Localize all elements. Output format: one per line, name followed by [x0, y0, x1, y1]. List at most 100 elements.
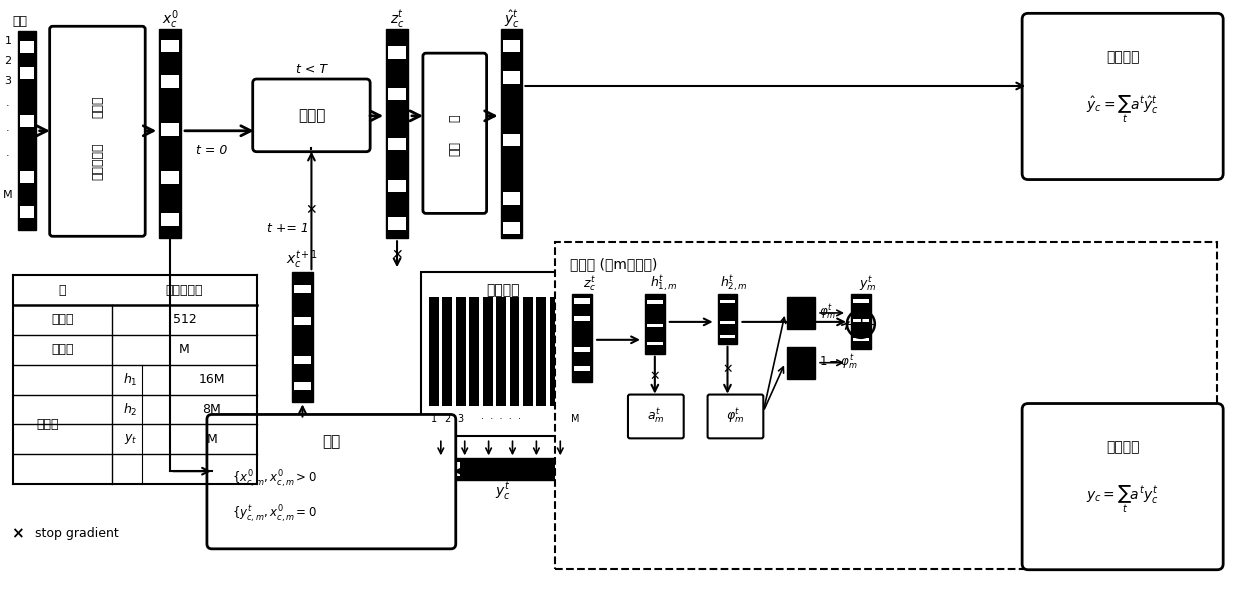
Bar — [20, 67, 33, 79]
FancyBboxPatch shape — [1022, 13, 1223, 179]
FancyBboxPatch shape — [555, 242, 1217, 569]
Bar — [647, 324, 663, 328]
Bar — [294, 318, 311, 325]
Bar — [574, 316, 590, 321]
Text: $h_1$: $h_1$ — [123, 371, 138, 388]
Bar — [388, 180, 406, 193]
Text: 1: 1 — [5, 36, 11, 46]
Text: 填补输出: 填补输出 — [1106, 440, 1140, 454]
Text: 编码器: 编码器 — [51, 313, 74, 327]
Text: M: M — [2, 191, 12, 200]
Text: ·: · — [6, 101, 10, 111]
Text: $\hat{y}_c^t$: $\hat{y}_c^t$ — [503, 9, 519, 30]
Text: 预测阵列: 预测阵列 — [486, 283, 520, 297]
Text: ✕: ✕ — [722, 363, 732, 376]
Bar — [536, 297, 546, 407]
Bar — [424, 458, 582, 480]
Bar — [503, 193, 520, 205]
Bar — [20, 206, 33, 218]
Text: $h_{1,m}^t$: $h_{1,m}^t$ — [649, 274, 678, 294]
Bar — [787, 297, 815, 329]
Text: $y_c^t$: $y_c^t$ — [496, 480, 510, 502]
Text: $y_c = \sum_t a^t y_c^t$: $y_c = \sum_t a^t y_c^t$ — [1087, 483, 1158, 515]
Text: 层: 层 — [58, 283, 67, 297]
Bar — [161, 75, 180, 88]
Bar — [388, 46, 406, 59]
Bar — [787, 347, 815, 379]
FancyBboxPatch shape — [628, 395, 684, 438]
Text: 码器: 码器 — [449, 141, 461, 155]
Bar — [456, 297, 466, 407]
Text: $a_m^t$: $a_m^t$ — [647, 407, 664, 426]
Bar — [294, 285, 311, 293]
Bar — [20, 41, 33, 53]
Bar — [644, 294, 665, 354]
Text: M: M — [571, 414, 580, 425]
Bar — [851, 294, 871, 349]
Bar — [503, 134, 520, 147]
Bar — [574, 366, 590, 371]
Bar — [852, 338, 869, 341]
Text: 编码器: 编码器 — [297, 108, 325, 123]
Text: M: M — [180, 343, 190, 356]
Bar — [523, 297, 533, 407]
Text: $\{x_{c,m}^0, x_{c,m}^0 > 0$: $\{x_{c,m}^0, x_{c,m}^0 > 0$ — [232, 468, 316, 490]
Bar — [503, 39, 520, 52]
Bar — [17, 31, 36, 230]
Bar — [387, 29, 408, 238]
FancyBboxPatch shape — [253, 79, 370, 152]
Bar — [572, 294, 592, 382]
Text: t += 1: t += 1 — [266, 222, 309, 235]
Text: 8M: 8M — [202, 403, 222, 416]
Text: ✕: ✕ — [306, 203, 317, 218]
Text: $x_c^{t+1}$: $x_c^{t+1}$ — [286, 249, 318, 271]
Text: 标准化: 标准化 — [90, 95, 104, 118]
Text: 2: 2 — [4, 56, 11, 66]
Bar — [432, 462, 460, 476]
Text: ✕: ✕ — [392, 248, 403, 262]
Text: M: M — [207, 433, 217, 446]
Bar — [503, 71, 520, 84]
Text: 神经元个数: 神经元个数 — [166, 283, 203, 297]
Text: $z_c^t$: $z_c^t$ — [390, 8, 404, 30]
Bar — [720, 300, 736, 303]
Bar — [503, 222, 520, 234]
Bar — [647, 342, 663, 346]
Text: 3: 3 — [5, 76, 11, 86]
Bar — [720, 335, 736, 338]
Bar — [720, 321, 736, 324]
Bar — [501, 29, 523, 238]
FancyBboxPatch shape — [207, 414, 456, 549]
Bar — [161, 39, 180, 52]
Text: stop gradient: stop gradient — [35, 527, 119, 541]
Bar — [429, 297, 439, 407]
Text: ·: · — [6, 126, 10, 136]
Bar — [470, 297, 479, 407]
Bar — [852, 300, 869, 303]
Text: 预测器 (第m个基因): 预测器 (第m个基因) — [570, 257, 658, 271]
Text: t < T: t < T — [296, 63, 327, 75]
Text: $z_c^t$: $z_c^t$ — [582, 274, 596, 294]
Text: 2: 2 — [444, 414, 451, 425]
Text: +: + — [855, 317, 867, 331]
Bar — [509, 297, 519, 407]
Text: 解: 解 — [449, 115, 461, 122]
FancyBboxPatch shape — [50, 26, 145, 236]
Text: 重建表达: 重建表达 — [1106, 50, 1140, 64]
Text: t = 0: t = 0 — [196, 144, 228, 157]
Bar — [483, 297, 493, 407]
Text: $\hat{y}_c = \sum_t a^t \hat{y}_c^t$: $\hat{y}_c = \sum_t a^t \hat{y}_c^t$ — [1087, 93, 1160, 125]
Bar — [388, 138, 406, 151]
Text: $x_c^0$: $x_c^0$ — [162, 8, 178, 30]
Bar — [161, 123, 180, 136]
Bar — [20, 115, 33, 127]
Text: 解码器: 解码器 — [51, 343, 74, 356]
Bar — [717, 294, 737, 344]
FancyBboxPatch shape — [422, 53, 487, 213]
Text: 1: 1 — [431, 414, 437, 425]
Bar — [852, 319, 869, 322]
Text: 预测器: 预测器 — [36, 418, 59, 431]
FancyBboxPatch shape — [1022, 404, 1223, 570]
Text: $1 - \varphi_m^t$: $1 - \varphi_m^t$ — [819, 353, 859, 372]
Text: $\varphi_m^t$: $\varphi_m^t$ — [819, 303, 836, 322]
